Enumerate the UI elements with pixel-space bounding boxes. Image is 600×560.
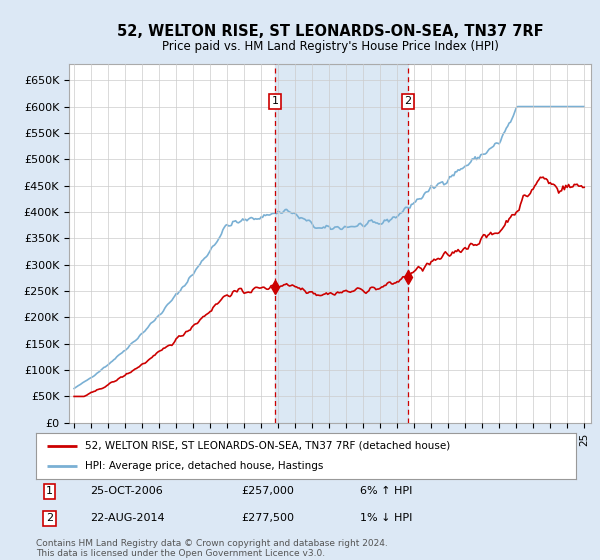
- Text: 2: 2: [46, 513, 53, 523]
- Text: 2: 2: [404, 96, 412, 106]
- Text: Price paid vs. HM Land Registry's House Price Index (HPI): Price paid vs. HM Land Registry's House …: [161, 40, 499, 53]
- Text: 1: 1: [46, 486, 53, 496]
- Text: 1% ↓ HPI: 1% ↓ HPI: [360, 513, 412, 523]
- Text: 25-OCT-2006: 25-OCT-2006: [90, 486, 163, 496]
- Text: 6% ↑ HPI: 6% ↑ HPI: [360, 486, 412, 496]
- Text: HPI: Average price, detached house, Hastings: HPI: Average price, detached house, Hast…: [85, 461, 323, 471]
- Text: £277,500: £277,500: [241, 513, 294, 523]
- Text: 22-AUG-2014: 22-AUG-2014: [90, 513, 164, 523]
- Text: 52, WELTON RISE, ST LEONARDS-ON-SEA, TN37 7RF (detached house): 52, WELTON RISE, ST LEONARDS-ON-SEA, TN3…: [85, 441, 450, 451]
- Text: 1: 1: [272, 96, 278, 106]
- Text: Contains HM Land Registry data © Crown copyright and database right 2024.
This d: Contains HM Land Registry data © Crown c…: [36, 539, 388, 558]
- Bar: [275, 64, 408, 423]
- Text: 52, WELTON RISE, ST LEONARDS-ON-SEA, TN37 7RF: 52, WELTON RISE, ST LEONARDS-ON-SEA, TN3…: [116, 24, 544, 39]
- Text: £257,000: £257,000: [241, 486, 294, 496]
